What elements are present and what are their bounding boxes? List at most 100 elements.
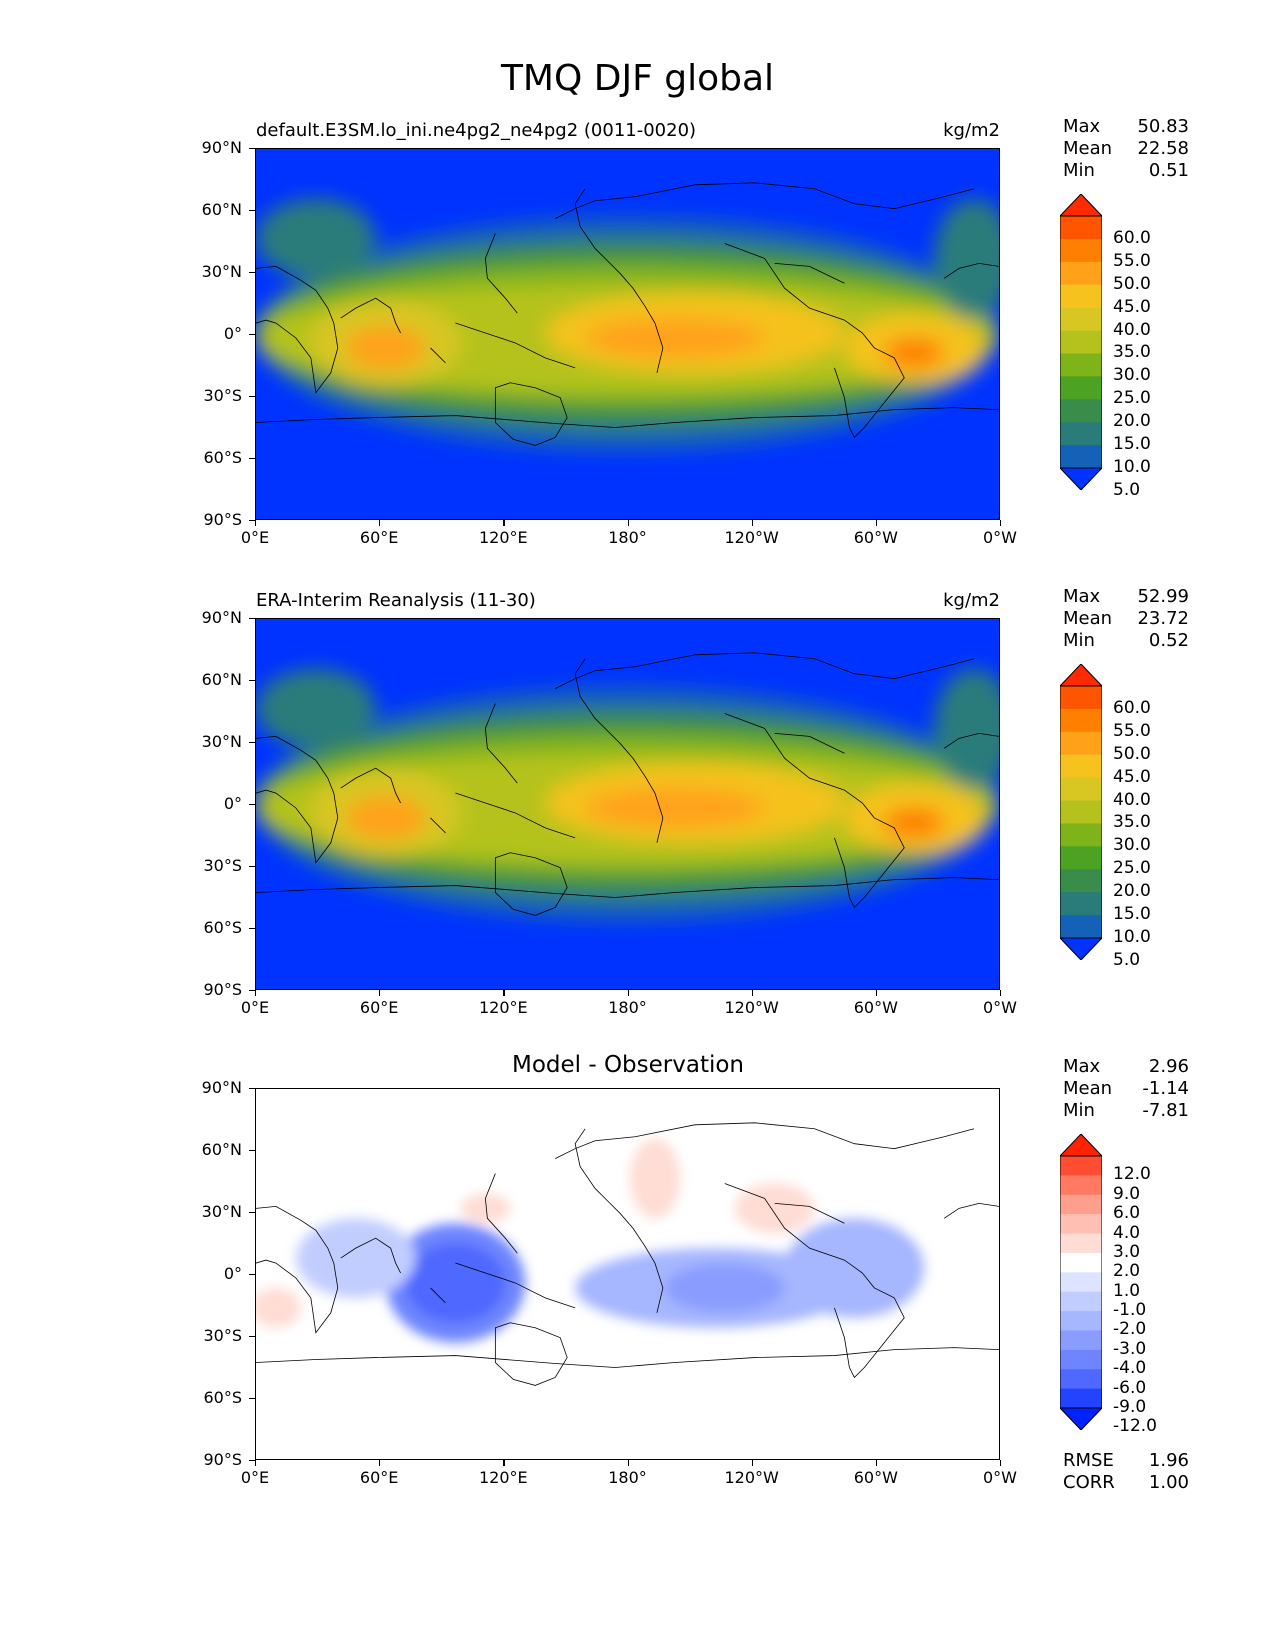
x-tick-mark [751,520,753,526]
y-tick-label: 60°S [203,448,242,467]
y-tick-mark [249,866,255,868]
colorbar-label: -4.0 [1113,1358,1147,1379]
stat-row: RMSE 1.96 [1063,1450,1189,1472]
x-tick-mark [379,1460,381,1466]
x-tick-mark [627,520,629,526]
x-tick-mark [875,1460,878,1466]
x-tick-label: 0°W [983,528,1017,547]
y-tick-mark [249,272,255,274]
y-tick-mark [249,1398,255,1400]
stats-block: Max 2.96 Mean -1.14 Min -7.81 [1063,1056,1189,1122]
colorbar-label: 20.0 [1113,411,1151,432]
y-tick-label: 0° [223,1264,242,1283]
y-tick-mark [249,990,255,992]
y-tick-label: 30°N [201,732,242,751]
y-tick-mark [249,680,255,682]
colorbar-label: -9.0 [1113,1397,1147,1417]
x-tick-mark [255,990,257,996]
x-tick-mark [875,990,878,996]
x-tick-mark [1000,520,1002,526]
x-tick-label: 180° [608,998,647,1017]
x-tick-mark [255,520,257,526]
x-tick-label: 180° [608,1468,647,1487]
colorbar-label: 4.0 [1113,1222,1141,1243]
colorbar-label: 10.0 [1113,927,1151,947]
stat-row: Min 0.52 [1063,630,1189,652]
y-tick-mark [249,458,255,460]
x-tick-label: 60°W [853,1468,898,1487]
stat-name: RMSE [1063,1450,1114,1471]
colorbar-label: 15.0 [1113,904,1151,925]
stat-value: -1.14 [1142,1078,1189,1099]
x-tick-mark [379,990,381,996]
y-tick-mark [249,334,255,336]
colorbar-label: 5.0 [1113,949,1141,970]
x-tick-label: 60°E [359,998,399,1017]
x-tick-label: 120°W [724,998,779,1017]
stat-value: 50.83 [1137,116,1189,137]
stat-value: 23.72 [1137,608,1189,629]
stat-name: Mean [1063,138,1113,159]
y-tick-label: 30°S [203,856,242,875]
x-tick-label: 120°W [724,1468,779,1487]
colorbar-label: 5.0 [1113,479,1141,500]
stat-row: Min 0.51 [1063,160,1189,182]
y-tick-label: 60°S [203,918,242,937]
colorbar-label: 15.0 [1113,434,1151,455]
colorbar-label: 60.0 [1113,227,1151,248]
x-tick-label: 60°E [359,1468,399,1487]
y-tick-mark [249,1274,255,1276]
colorbar-label: 35.0 [1113,342,1151,363]
y-tick-mark [249,742,255,744]
stat-row: Mean 22.58 [1063,138,1189,160]
stat-name: Max [1063,1056,1101,1077]
stat-name: Min [1063,160,1095,181]
stat-row: CORR 1.00 [1063,1472,1189,1494]
stat-value: 2.96 [1148,1056,1189,1077]
x-tick-label: 120°W [724,528,779,547]
colorbar-label: -12.0 [1113,1416,1157,1437]
colorbar-label: 2.0 [1113,1261,1141,1282]
colorbar-label: 3.0 [1113,1241,1141,1262]
y-tick-mark [249,396,255,398]
panel-units: kg/m2 [943,120,1000,141]
stat-value: 0.51 [1148,160,1189,181]
y-tick-label: 60°S [203,1388,242,1407]
y-tick-label: 0° [223,794,242,813]
x-tick-label: 0°W [983,998,1017,1017]
colorbar-label: 30.0 [1113,835,1151,856]
stat-row: Max 50.83 [1063,116,1189,138]
colorbar-label: -1.0 [1113,1300,1147,1321]
x-tick-mark [627,990,629,996]
colorbar-label: 25.0 [1113,858,1151,879]
x-tick-mark [1000,1460,1002,1466]
colorbar-label: 25.0 [1113,388,1151,409]
y-tick-mark [249,618,255,620]
y-tick-label: 30°S [203,1326,242,1345]
colorbar-label: 40.0 [1113,319,1151,340]
stat-row: Min -7.81 [1063,1100,1189,1122]
colorbar-label: 12.0 [1113,1164,1151,1185]
stat-value: 52.99 [1137,586,1189,607]
stat-name: Mean [1063,1078,1113,1099]
colorbar-label: 55.0 [1113,250,1151,271]
y-tick-label: 90°S [203,980,242,999]
x-tick-label: 0°W [983,1468,1017,1487]
x-tick-mark [255,1460,257,1466]
stat-value: 0.52 [1148,630,1189,651]
colorbar-label: 40.0 [1113,789,1151,810]
x-tick-label: 120°E [479,1468,528,1487]
stat-name: Max [1063,116,1101,137]
y-tick-label: 90°N [201,608,242,627]
colorbar-label: 50.0 [1113,743,1151,764]
colorbar [1060,664,1105,960]
stat-row: Mean 23.72 [1063,608,1189,630]
stats-block: Max 50.83 Mean 22.58 Min 0.51 [1063,116,1189,182]
y-tick-label: 90°S [203,1450,242,1469]
panel-title: Model - Observation [511,1052,745,1078]
error-stats: RMSE 1.96 CORR 1.00 [1063,1450,1189,1494]
colorbar-label: -2.0 [1113,1319,1147,1340]
x-tick-label: 120°E [479,998,528,1017]
y-tick-label: 30°N [201,1202,242,1221]
y-tick-mark [249,1460,255,1462]
